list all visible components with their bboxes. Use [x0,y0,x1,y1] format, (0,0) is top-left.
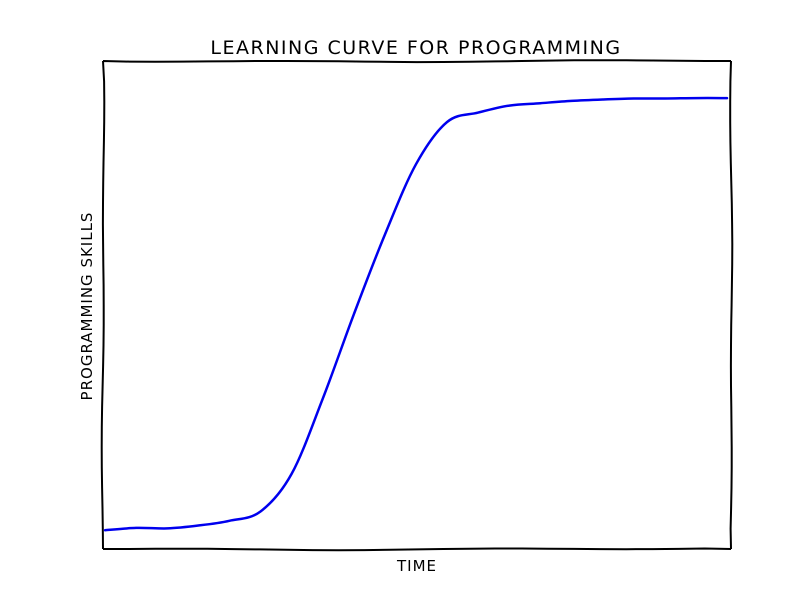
learning-curve-line [103,96,729,532]
x-axis-label: TIME [396,557,437,575]
plot-frame [100,59,734,552]
y-axis-label: PROGRAMMING SKILLS [78,212,96,401]
chart-title: LEARNING CURVE FOR PROGRAMMING [210,37,621,59]
